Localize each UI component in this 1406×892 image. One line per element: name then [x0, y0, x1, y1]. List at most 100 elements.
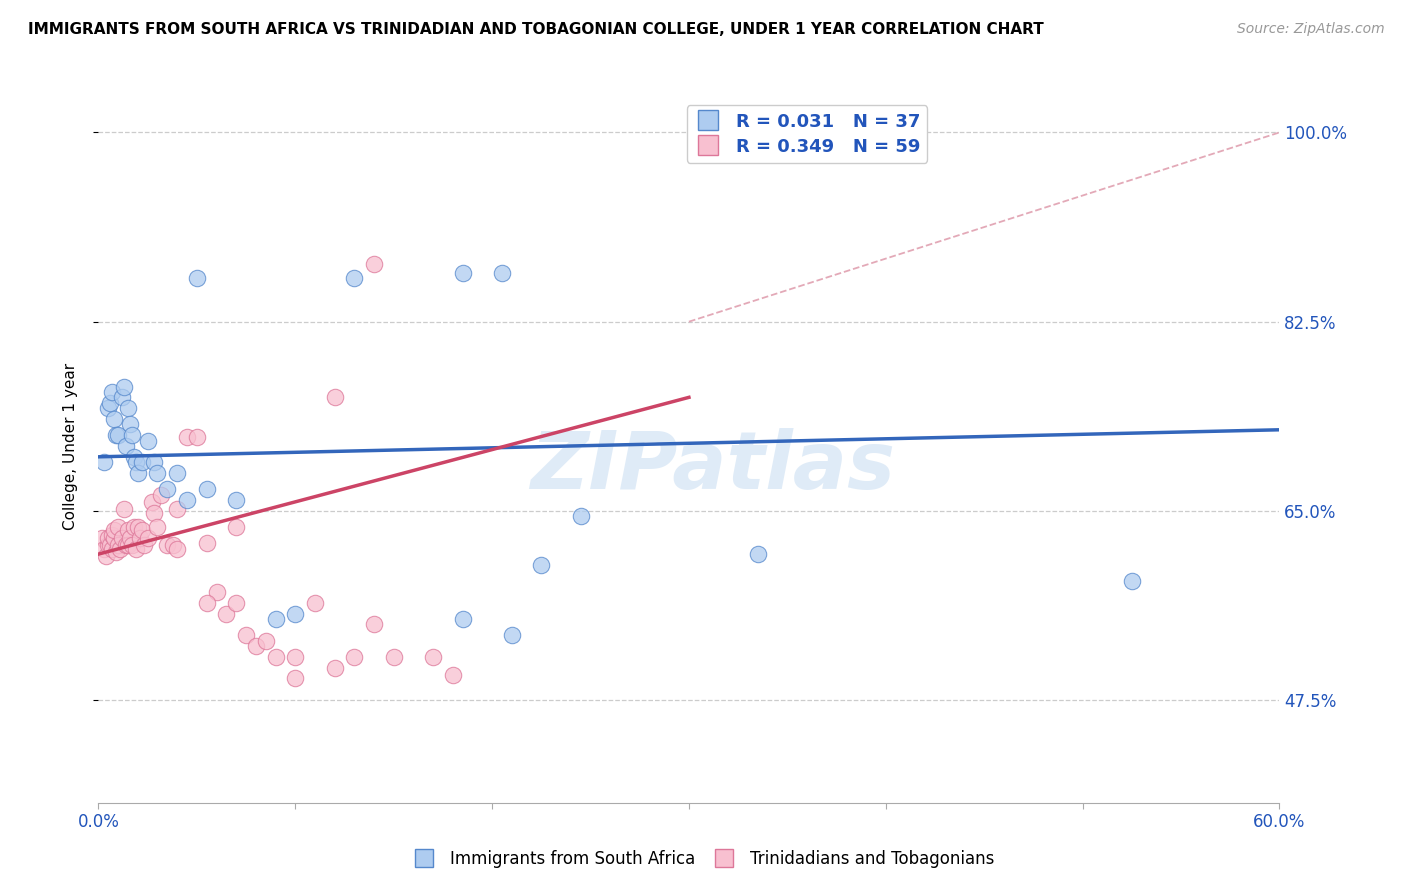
Point [441, 668, 464, 682]
Point [105, 428, 128, 442]
Point [491, 266, 513, 280]
Point [97, 531, 120, 545]
Point [186, 430, 208, 444]
Point [111, 390, 134, 404]
Point [98, 396, 121, 410]
Point [215, 607, 238, 621]
Point [125, 455, 148, 469]
Point [118, 417, 141, 432]
Point [115, 439, 138, 453]
Point [93, 455, 115, 469]
Point [118, 531, 141, 545]
Point [284, 672, 307, 686]
Point [146, 520, 169, 534]
Point [451, 266, 474, 280]
Point [93, 541, 115, 556]
Point [112, 501, 135, 516]
Y-axis label: College, Under 1 year: College, Under 1 year [63, 362, 77, 530]
Point [195, 536, 218, 550]
Point [245, 639, 267, 653]
Legend: Immigrants from South Africa, Trinidadians and Tobagonians: Immigrants from South Africa, Trinidadia… [405, 844, 1001, 875]
Point [166, 466, 188, 480]
Point [131, 455, 153, 469]
Point [121, 539, 143, 553]
Point [363, 617, 385, 632]
Point [235, 628, 257, 642]
Point [166, 541, 188, 556]
Point [103, 531, 125, 545]
Point [264, 649, 287, 664]
Point [115, 539, 138, 553]
Text: Source: ZipAtlas.com: Source: ZipAtlas.com [1237, 22, 1385, 37]
Point [264, 612, 287, 626]
Point [343, 649, 366, 664]
Point [98, 539, 121, 553]
Point [176, 493, 198, 508]
Point [747, 547, 769, 561]
Point [101, 527, 124, 541]
Point [107, 428, 129, 442]
Point [382, 649, 405, 664]
Point [91, 531, 114, 545]
Point [117, 401, 139, 416]
Point [112, 379, 135, 393]
Point [101, 384, 124, 399]
Point [501, 628, 523, 642]
Point [107, 520, 129, 534]
Point [195, 596, 218, 610]
Text: IMMIGRANTS FROM SOUTH AFRICA VS TRINIDADIAN AND TOBAGONIAN COLLEGE, UNDER 1 YEAR: IMMIGRANTS FROM SOUTH AFRICA VS TRINIDAD… [28, 22, 1043, 37]
Point [186, 271, 208, 285]
Point [422, 649, 444, 664]
Point [127, 466, 149, 480]
Point [103, 524, 125, 538]
Point [156, 482, 179, 496]
Point [195, 482, 218, 496]
Point [205, 585, 228, 599]
Point [142, 506, 165, 520]
Point [122, 520, 145, 534]
Legend: R = 0.031   N = 37, R = 0.349   N = 59: R = 0.031 N = 37, R = 0.349 N = 59 [688, 105, 927, 163]
Point [117, 539, 139, 553]
Point [166, 501, 188, 516]
Point [111, 531, 134, 545]
Point [107, 539, 129, 553]
Point [530, 558, 553, 572]
Point [1121, 574, 1143, 589]
Point [156, 539, 179, 553]
Point [150, 488, 173, 502]
Point [128, 531, 150, 545]
Point [96, 549, 118, 564]
Point [141, 495, 163, 509]
Point [142, 455, 165, 469]
Point [451, 612, 474, 626]
Point [97, 539, 120, 553]
Point [121, 428, 143, 442]
Point [323, 390, 346, 404]
Text: ZIPatlas: ZIPatlas [530, 428, 896, 507]
Point [125, 541, 148, 556]
Point [176, 430, 198, 444]
Point [136, 531, 159, 545]
Point [136, 434, 159, 448]
Point [254, 633, 277, 648]
Point [284, 607, 307, 621]
Point [225, 596, 247, 610]
Point [127, 520, 149, 534]
Point [103, 412, 125, 426]
Point [132, 539, 155, 553]
Point [284, 649, 307, 664]
Point [304, 596, 326, 610]
Point [108, 541, 131, 556]
Point [131, 524, 153, 538]
Point [569, 509, 592, 524]
Point [97, 401, 120, 416]
Point [225, 493, 247, 508]
Point [323, 660, 346, 674]
Point [117, 524, 139, 538]
Point [122, 450, 145, 464]
Point [105, 545, 128, 559]
Point [225, 520, 247, 534]
Point [162, 539, 184, 553]
Point [146, 466, 169, 480]
Point [363, 257, 385, 271]
